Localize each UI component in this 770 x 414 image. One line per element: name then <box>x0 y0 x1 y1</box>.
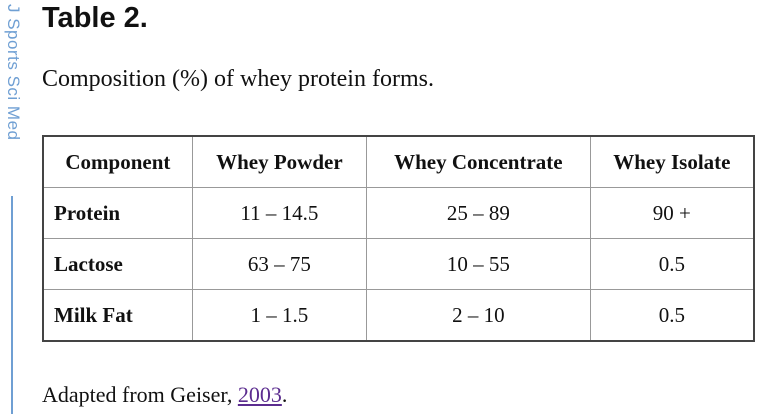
row-label: Protein <box>42 187 193 239</box>
column-header: Component <box>42 135 193 188</box>
table-caption: Composition (%) of whey protein forms. <box>42 66 434 92</box>
table-cell: 63 – 75 <box>191 238 367 290</box>
journal-label: J Sports Sci Med <box>4 4 23 141</box>
row-label: Milk Fat <box>42 289 193 342</box>
table-row: Lactose 63 – 75 10 – 55 0.5 <box>42 238 755 290</box>
header-row: Component Whey Powder Whey Concentrate Whey… <box>42 135 755 188</box>
reference-link[interactable]: 2003 <box>237 382 282 407</box>
table-cell: 25 – 89 <box>365 187 591 239</box>
data-table: Component Whey Powder Whey Concentrate Whey… <box>42 135 755 342</box>
column-header: Whey Concentrate <box>365 135 591 188</box>
table-row: Protein 11 – 14.5 25 – 89 90 + <box>42 187 755 239</box>
table-cell: 0.5 <box>589 289 755 342</box>
table-cell: 1 – 1.5 <box>191 289 367 342</box>
table-cell: 90 + <box>589 187 755 239</box>
row-label: Lactose <box>42 238 193 290</box>
column-header: Whey Powder <box>191 135 367 188</box>
side-rule <box>11 196 13 414</box>
table-row: Milk Fat 1 – 1.5 2 – 10 0.5 <box>42 289 755 342</box>
table-cell: 11 – 14.5 <box>191 187 367 239</box>
footer-text: Adapted from Geiser, <box>42 382 233 407</box>
table-cell: 0.5 <box>589 238 755 290</box>
table-cell: 2 – 10 <box>365 289 591 342</box>
footer: Adapted from Geiser, 2003. <box>42 382 287 408</box>
footer-text: . <box>281 382 288 407</box>
column-header: Whey Isolate <box>589 135 755 188</box>
table-title: Table 2. <box>42 2 148 34</box>
table-body: Protein 11 – 14.5 25 – 89 90 + Lactose 63 – 7… <box>42 187 755 342</box>
table-cell: 10 – 55 <box>365 238 591 290</box>
